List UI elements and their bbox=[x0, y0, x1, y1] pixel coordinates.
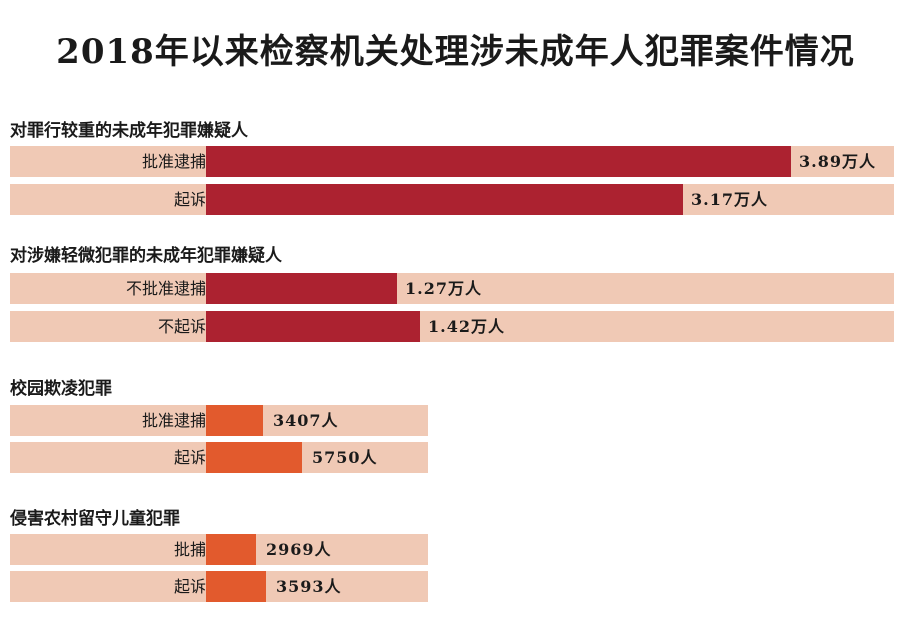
value-label: 1.27万人 bbox=[405, 279, 482, 298]
value-label: 3.17万人 bbox=[691, 190, 768, 209]
value-label: 3593人 bbox=[276, 577, 342, 596]
bar bbox=[206, 571, 266, 602]
category-label: 批准逮捕 bbox=[141, 152, 206, 171]
section-title: 对涉嫌轻微犯罪的未成年犯罪嫌疑人 bbox=[10, 246, 282, 266]
category-label: 不批准逮捕 bbox=[125, 279, 206, 298]
bar-track: 不起诉 1.42万人 bbox=[10, 311, 894, 342]
section-title: 校园欺凌犯罪 bbox=[10, 379, 112, 399]
bar bbox=[206, 311, 420, 342]
chart-title: 2018年以来检察机关处理涉未成年人犯罪案件情况 bbox=[56, 32, 855, 72]
value-label: 5750人 bbox=[312, 448, 378, 467]
bar-track: 起诉 5750人 bbox=[10, 442, 428, 473]
bar-track: 起诉 3593人 bbox=[10, 571, 428, 602]
category-label: 起诉 bbox=[173, 190, 206, 209]
bar-track: 起诉 3.17万人 bbox=[10, 184, 894, 215]
category-label: 不起诉 bbox=[157, 317, 206, 336]
bar bbox=[206, 534, 256, 565]
value-label: 1.42万人 bbox=[428, 317, 505, 336]
bar bbox=[206, 405, 263, 436]
bar bbox=[206, 442, 302, 473]
bar bbox=[206, 146, 791, 177]
bar-track: 批捕 2969人 bbox=[10, 534, 428, 565]
section-title: 对罪行较重的未成年犯罪嫌疑人 bbox=[10, 121, 248, 141]
bar bbox=[206, 273, 397, 304]
bar-track: 批准逮捕 3407人 bbox=[10, 405, 428, 436]
category-label: 起诉 bbox=[173, 577, 206, 596]
value-label: 3.89万人 bbox=[799, 152, 876, 171]
category-label: 批捕 bbox=[173, 540, 206, 559]
category-label: 批准逮捕 bbox=[141, 411, 206, 430]
bar-track: 批准逮捕 3.89万人 bbox=[10, 146, 894, 177]
category-label: 起诉 bbox=[173, 448, 206, 467]
bar bbox=[206, 184, 683, 215]
section-title: 侵害农村留守儿童犯罪 bbox=[10, 509, 180, 529]
bar-track: 不批准逮捕 1.27万人 bbox=[10, 273, 894, 304]
value-label: 3407人 bbox=[273, 411, 339, 430]
value-label: 2969人 bbox=[266, 540, 332, 559]
